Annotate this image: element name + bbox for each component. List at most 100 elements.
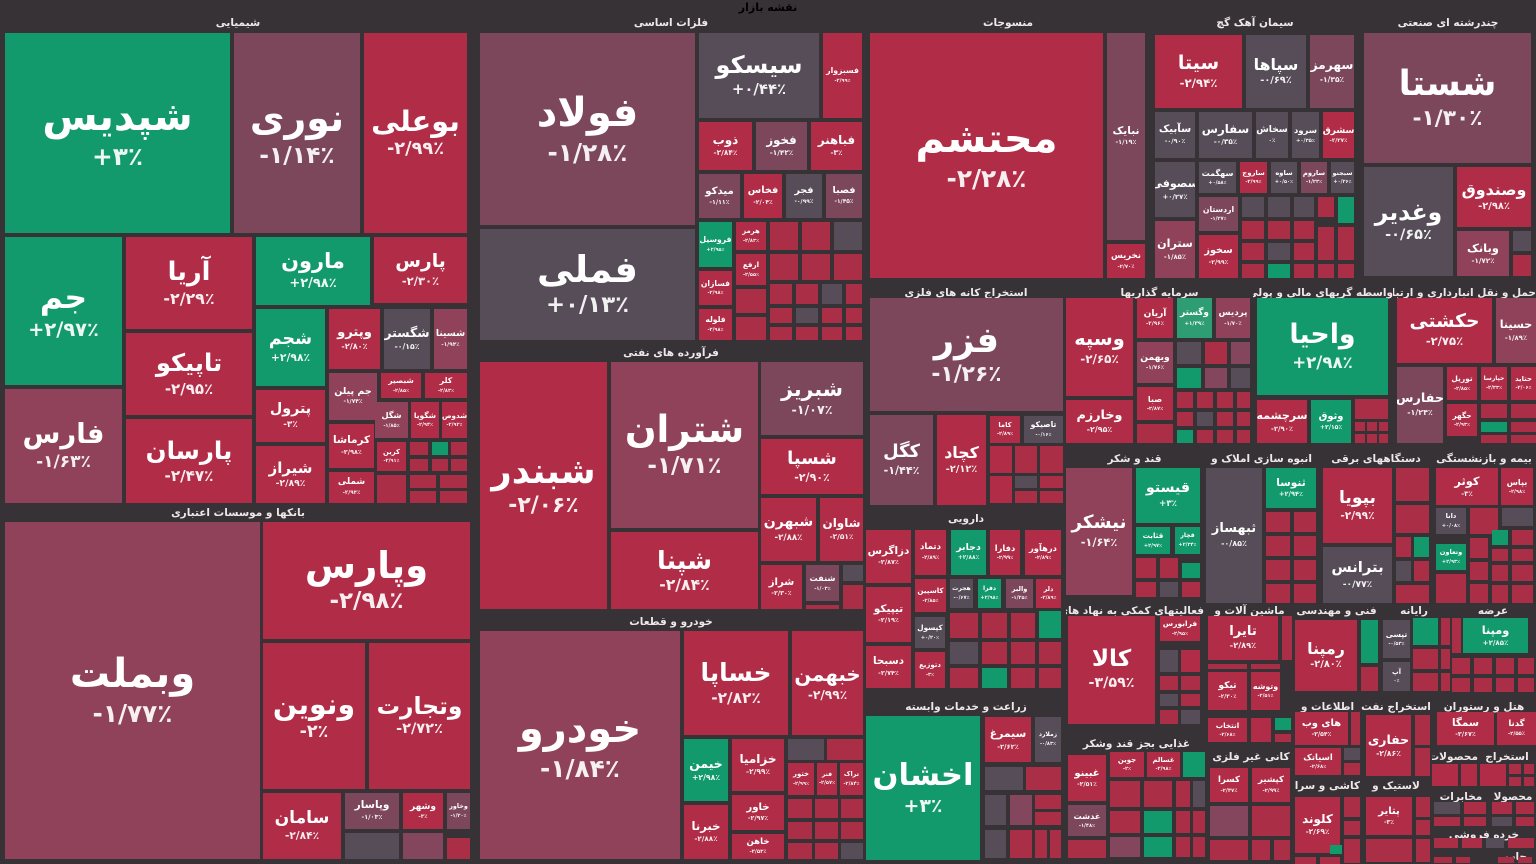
tile-قثابت[interactable]: قثابت +۲/۹۷٪ <box>1136 527 1170 554</box>
tile-small[interactable] <box>1344 821 1360 835</box>
tile-small[interactable] <box>1434 802 1460 814</box>
tile-انتخاب[interactable]: انتخاب -۲/۶۸٪ <box>1208 718 1247 742</box>
tile-سرچشمه[interactable]: سرچشمه -۲/۹۰٪ <box>1257 400 1307 443</box>
tile-کوثر[interactable]: کوثر -۳٪ <box>1436 468 1498 505</box>
tile-فزر[interactable]: فزر -۱/۲۶٪ <box>870 298 1063 411</box>
tile-شدوص[interactable]: شدوص -۲/۹۲٪ <box>442 402 467 438</box>
tile-حسینا[interactable]: حسینا -۱/۸۹٪ <box>1496 298 1536 363</box>
tile-small[interactable] <box>1040 446 1063 473</box>
tile-small[interactable] <box>815 822 838 839</box>
tile-small[interactable] <box>451 442 467 455</box>
tile-small[interactable] <box>1416 797 1430 817</box>
tile-small[interactable] <box>1197 430 1213 443</box>
tile-small[interactable] <box>1452 678 1470 692</box>
tile-small[interactable] <box>1011 642 1035 664</box>
tile-small[interactable] <box>1434 838 1458 848</box>
tile-small[interactable] <box>1266 560 1290 580</box>
tile-سهرمز[interactable]: سهرمز -۱/۳۵٪ <box>1310 35 1354 108</box>
tile-small[interactable] <box>1015 491 1037 503</box>
tile-small[interactable] <box>1160 650 1178 672</box>
tile-small[interactable] <box>1275 734 1291 742</box>
tile-کپسول[interactable]: کپسول +۰/۲۰٪ <box>915 617 945 648</box>
tile-small[interactable] <box>1068 840 1106 858</box>
tile-small[interactable] <box>1010 795 1032 825</box>
tile-small[interactable] <box>1210 806 1248 836</box>
tile-تجلی[interactable] <box>990 476 1012 503</box>
tile-small[interactable] <box>403 833 443 859</box>
tile-small[interactable] <box>1464 802 1486 814</box>
tile-زبینا[interactable] <box>985 830 1006 858</box>
tile-small[interactable] <box>950 642 978 664</box>
tile-جم پیلن[interactable]: جم پیلن -۱/۷۴٪ <box>329 373 377 420</box>
tile-small[interactable] <box>1379 422 1388 431</box>
tile-وخارزم[interactable]: وخارزم -۲/۹۵٪ <box>1066 400 1133 443</box>
tile-وگستر[interactable]: وگستر +۱/۳۹٪ <box>1177 298 1212 338</box>
tile-small[interactable] <box>1160 558 1178 578</box>
tile-small[interactable] <box>1355 434 1365 443</box>
tile-small[interactable] <box>1035 795 1061 809</box>
tile-small[interactable] <box>1266 584 1290 603</box>
tile-وتعاون[interactable]: وتعاون +۲/۹۳٪ <box>1436 544 1466 570</box>
tile-small[interactable] <box>1492 585 1508 603</box>
tile-قیستو[interactable]: قیستو +۳٪ <box>1136 468 1200 523</box>
tile-دفرا[interactable]: دفرا +۲/۹۸٪ <box>978 579 1001 608</box>
tile-small[interactable] <box>1237 430 1250 443</box>
tile-small[interactable] <box>1470 508 1498 534</box>
tile-کالا[interactable]: کالا -۳/۵۹٪ <box>1068 616 1155 724</box>
tile-سصوفی[interactable]: سصوفی+۰/۲۷٪ <box>1155 162 1195 217</box>
tile-small[interactable] <box>440 491 467 503</box>
tile-ساروم[interactable]: ساروم -۱/۲۳٪ <box>1301 162 1327 193</box>
tile-ونوین[interactable]: ونوین -۲٪ <box>263 643 365 789</box>
tile-واحیا[interactable]: واحیا +۲/۹۸٪ <box>1257 298 1388 395</box>
tile-small[interactable] <box>1318 197 1334 217</box>
tile-سیتا[interactable]: سیتا -۲/۹۴٪ <box>1155 35 1242 108</box>
tile-small[interactable] <box>1193 811 1205 833</box>
tile-خبهمن[interactable]: خبهمن -۲/۹۹٪ <box>792 631 863 735</box>
tile-کگل[interactable]: کگل -۱/۴۴٪ <box>870 415 933 505</box>
tile-کرین[interactable]: کرین -۲/۹۱٪ <box>377 442 406 471</box>
tile-small[interactable] <box>1144 781 1172 807</box>
tile-سیمرغ[interactable]: سیمرغ -۲/۶۲٪ <box>985 717 1031 762</box>
tile-ثبهساز[interactable]: ثبهساز -۰/۸۵٪ <box>1206 468 1262 603</box>
tile-کپشیر[interactable]: کپشیر -۲/۹۹٪ <box>1252 768 1290 802</box>
tile-وپارس[interactable]: وپارس -۲/۹۸٪ <box>263 522 470 639</box>
tile-small[interactable] <box>1268 197 1290 217</box>
tile-شاوان[interactable]: شاوان -۲/۵۱٪ <box>820 498 863 561</box>
tile-small[interactable] <box>1294 197 1314 217</box>
tile-وصندوق[interactable]: وصندوق -۲/۹۸٪ <box>1457 167 1531 227</box>
tile-small[interactable] <box>1355 399 1388 419</box>
tile-small[interactable] <box>1205 342 1227 364</box>
tile-ساروج[interactable]: ساروج -۲/۹۹٪ <box>1240 162 1267 193</box>
tile-حفارس[interactable]: حفارس -۱/۲۴٪ <box>1397 367 1443 443</box>
tile-تایرا[interactable]: تایرا -۲/۸۹٪ <box>1208 616 1278 660</box>
tile-small[interactable] <box>806 605 839 609</box>
tile-سخوز[interactable]: سخوز -۲/۹۹٪ <box>1199 235 1238 278</box>
tile-تاپیکو[interactable]: تاپیکو -۲/۹۵٪ <box>126 333 252 415</box>
tile-آپ[interactable]: آپ ۰٪ <box>1383 662 1410 691</box>
tile-small[interactable] <box>1344 748 1360 760</box>
tile-small[interactable] <box>1516 817 1534 826</box>
tile-تراک[interactable]: تراک -۲/۸۴٪ <box>840 763 863 795</box>
tile-small[interactable] <box>1035 830 1047 858</box>
tile-small[interactable] <box>1039 611 1061 638</box>
tile-شملی[interactable]: شملی -۲/۹۴٪ <box>329 472 374 503</box>
tile-ساوه[interactable]: ساوه +۰/۵۰٪ <box>1271 162 1297 193</box>
tile-small[interactable] <box>1413 673 1438 691</box>
tile-small[interactable] <box>1344 797 1360 817</box>
tile-small[interactable] <box>1177 412 1193 426</box>
tile-شتران[interactable]: شتران -۱/۷۱٪ <box>611 362 758 528</box>
tile-small[interactable] <box>802 222 830 250</box>
tile-small[interactable] <box>822 284 842 304</box>
tile-small[interactable] <box>1434 857 1452 863</box>
tile-دتوزیع[interactable]: دتوزیع -۳٪ <box>915 652 945 688</box>
tile-small[interactable] <box>1367 422 1377 431</box>
tile-small[interactable] <box>1237 412 1250 426</box>
tile-small[interactable] <box>1516 802 1534 814</box>
tile-ذوب[interactable]: ذوب -۲/۸۴٪ <box>699 122 752 170</box>
tile-small[interactable] <box>1338 227 1354 260</box>
tile-فملی[interactable]: فملی +۰/۱۳٪ <box>480 229 695 340</box>
tile-small[interactable] <box>770 254 798 280</box>
tile-small[interactable] <box>1481 435 1507 443</box>
tile-خودرو[interactable]: خودرو -۱/۸۴٪ <box>480 631 680 859</box>
tile-وتوشه[interactable]: وتوشه -۲/۵۱٪ <box>1251 672 1280 710</box>
